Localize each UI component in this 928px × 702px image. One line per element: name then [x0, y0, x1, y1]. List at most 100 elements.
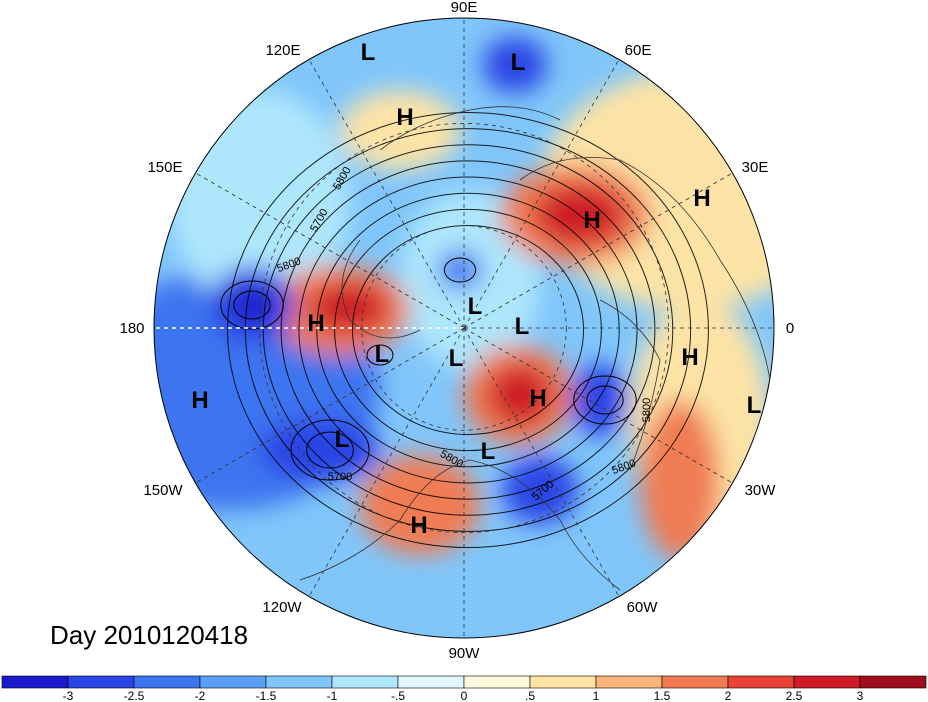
low-pressure-label: L	[375, 341, 390, 368]
low-pressure-label: L	[468, 293, 483, 320]
blob-low-pac	[260, 418, 380, 482]
longitude-label: 120E	[265, 42, 300, 59]
low-pressure-label: L	[481, 438, 496, 465]
colorbar-segment	[199, 675, 267, 689]
blob-low-w-core	[230, 285, 274, 325]
high-pressure-label: H	[529, 385, 546, 412]
height-contour	[227, 111, 709, 549]
longitude-label: 150W	[143, 482, 183, 499]
blob-south-orange	[360, 455, 480, 555]
high-pressure-label: H	[681, 344, 698, 371]
height-contour	[316, 192, 620, 468]
low-pressure-label: L	[747, 392, 762, 419]
longitude-label: 0	[786, 320, 794, 337]
longitude-label: 120W	[262, 599, 302, 616]
blob-low-pole	[438, 250, 482, 290]
colorbar-segment	[265, 675, 333, 689]
colorbar-tick-label: .5	[525, 689, 535, 702]
colorbar-tick-label: -3	[63, 689, 74, 702]
longitude-label: 30W	[745, 482, 777, 499]
height-contour	[244, 128, 692, 532]
blob-low-ne-us	[502, 456, 578, 524]
meridian-line	[463, 327, 620, 597]
colorbar-tick-label: 2.5	[786, 689, 803, 702]
high-pressure-label: H	[396, 104, 413, 131]
blob-north-pale	[340, 90, 460, 170]
colorbar-segment	[397, 675, 465, 689]
blob-low-n	[483, 37, 547, 93]
meridian-line	[195, 172, 465, 329]
height-contour	[280, 160, 656, 500]
meridian-line	[463, 172, 733, 329]
low-pressure-label: L	[361, 39, 376, 66]
colorbar-segment	[793, 675, 861, 689]
meridian-line	[463, 59, 620, 329]
coastline	[379, 106, 561, 151]
colorbar-tick-label: 0	[461, 689, 468, 702]
blob-high-180-core	[308, 283, 388, 333]
colorbar-tick-label: -1	[327, 689, 338, 702]
meridian-line	[308, 327, 465, 597]
colorbar-tick-label: 1.5	[654, 689, 671, 702]
blob-high-atl-core	[488, 365, 552, 425]
closed-contour	[443, 257, 477, 283]
coastline	[299, 459, 621, 591]
closed-contour	[220, 280, 284, 330]
low-pressure-label: L	[511, 49, 526, 76]
colorbar-segment	[133, 675, 201, 689]
date-label: Day 2010120418	[50, 620, 249, 650]
colorbar-segment	[67, 675, 135, 689]
height-contour	[334, 208, 602, 452]
anomaly-field	[154, 18, 774, 638]
coastline	[341, 239, 421, 339]
latitude-circle	[361, 225, 567, 431]
high-pressure-label: H	[191, 387, 208, 414]
colorbar-segment	[1, 675, 69, 689]
blob-low-atl	[572, 364, 628, 436]
low-pressure-label: L	[335, 426, 350, 453]
longitude-label: 60E	[625, 42, 652, 59]
longitude-label: 60W	[627, 599, 659, 616]
height-contour	[298, 176, 638, 484]
latitude-circle	[258, 122, 670, 534]
colorbar-segment	[859, 675, 927, 689]
high-pressure-label: H	[307, 310, 324, 337]
low-pressure-label: L	[515, 313, 530, 340]
longitude-label: 90E	[451, 0, 478, 16]
high-pressure-label: H	[410, 512, 427, 539]
colorbar-segment	[463, 675, 531, 689]
longitude-label: 30E	[742, 159, 769, 176]
closed-contour	[573, 375, 637, 425]
contour-value-label: 5800	[641, 398, 653, 422]
longitude-label: 180	[119, 320, 144, 337]
colorbar: -3 -2.5 -2 -1.5 -1 -.5 0 .5 1 1.5 2 2.5 3	[1, 675, 927, 702]
colorbar-segment	[727, 675, 795, 689]
closed-contour	[586, 385, 624, 415]
closed-contour	[306, 431, 354, 469]
colorbar-segment	[595, 675, 663, 689]
longitude-label: 90W	[449, 645, 481, 662]
colorbar-segment	[661, 675, 729, 689]
colorbar-tick-label: -2	[195, 689, 206, 702]
high-pressure-label: H	[583, 207, 600, 234]
colorbar-tick-label: 3	[857, 689, 864, 702]
closed-contour	[233, 290, 271, 320]
colorbar-segment	[529, 675, 597, 689]
meridian-line	[195, 327, 465, 484]
colorbar-tick-label: -2.5	[124, 689, 145, 702]
colorbar-tick-label: -.5	[391, 689, 405, 702]
closed-contour	[366, 344, 394, 366]
colorbar-tick-label: 1	[593, 689, 600, 702]
low-pressure-label: L	[449, 345, 464, 372]
coastline	[599, 299, 661, 471]
closed-contour	[290, 419, 370, 481]
high-pressure-label: H	[693, 185, 710, 212]
colorbar-tick-label: 2	[725, 689, 732, 702]
map-boundary	[153, 17, 775, 639]
longitude-labels: 90E 60E 30E 0 30W 60W 90W 120W 150W 180 150E 120E	[119, 0, 794, 662]
contour-value-label: 5700	[328, 471, 352, 483]
blob-nw	[170, 90, 350, 310]
blob-east-orange	[640, 400, 720, 560]
